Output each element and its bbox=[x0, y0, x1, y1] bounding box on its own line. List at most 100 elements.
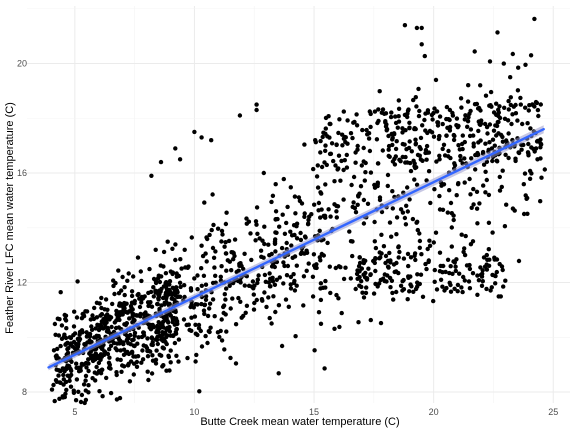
data-point bbox=[223, 297, 228, 302]
data-point bbox=[527, 168, 533, 174]
data-point bbox=[129, 349, 135, 354]
data-point bbox=[525, 121, 530, 126]
data-point bbox=[57, 396, 62, 401]
data-point bbox=[171, 333, 176, 339]
data-point bbox=[161, 249, 167, 255]
data-point bbox=[302, 214, 307, 219]
data-point bbox=[431, 110, 436, 116]
data-point bbox=[146, 303, 151, 309]
data-point bbox=[452, 286, 457, 291]
data-point bbox=[427, 238, 432, 243]
data-point bbox=[467, 262, 472, 268]
data-point bbox=[145, 354, 151, 359]
data-point bbox=[122, 292, 127, 298]
data-point bbox=[476, 128, 481, 134]
data-point bbox=[323, 182, 328, 187]
data-point bbox=[81, 382, 87, 387]
data-point bbox=[474, 206, 480, 211]
data-point bbox=[359, 284, 364, 290]
data-point bbox=[134, 364, 140, 369]
data-point bbox=[272, 239, 278, 244]
data-point bbox=[194, 352, 199, 358]
data-point bbox=[262, 224, 267, 229]
data-point bbox=[103, 297, 109, 302]
data-point bbox=[494, 158, 499, 163]
data-point bbox=[78, 399, 84, 405]
data-point bbox=[486, 247, 491, 252]
data-point bbox=[268, 284, 273, 289]
data-point bbox=[458, 153, 463, 159]
data-point bbox=[56, 373, 61, 378]
data-point bbox=[484, 262, 489, 267]
data-point bbox=[496, 113, 501, 119]
data-point bbox=[343, 139, 348, 145]
data-point bbox=[426, 169, 432, 174]
data-point bbox=[318, 286, 323, 291]
data-point bbox=[382, 272, 387, 277]
data-point bbox=[108, 390, 114, 396]
data-point bbox=[254, 222, 259, 227]
data-point bbox=[267, 271, 272, 276]
x-axis-title: Butte Creek mean water temperature (C) bbox=[200, 416, 399, 428]
data-point bbox=[251, 292, 256, 297]
data-point bbox=[412, 177, 417, 182]
data-point bbox=[538, 199, 543, 204]
data-point bbox=[151, 285, 156, 290]
data-point bbox=[361, 295, 367, 300]
data-point bbox=[90, 353, 96, 358]
data-point bbox=[451, 259, 456, 264]
data-point bbox=[207, 232, 212, 238]
data-point bbox=[75, 279, 80, 284]
data-point bbox=[90, 376, 95, 381]
data-point bbox=[318, 138, 323, 144]
data-point bbox=[92, 357, 97, 362]
data-point bbox=[141, 330, 146, 335]
data-point bbox=[403, 222, 409, 227]
data-point bbox=[122, 285, 127, 290]
data-point bbox=[366, 131, 372, 136]
data-point bbox=[487, 140, 492, 145]
data-point bbox=[526, 151, 531, 156]
data-point bbox=[418, 272, 424, 277]
data-point bbox=[440, 146, 445, 152]
data-point bbox=[411, 97, 416, 103]
data-point bbox=[477, 201, 482, 206]
data-point bbox=[455, 282, 461, 288]
data-point bbox=[462, 156, 467, 161]
data-point bbox=[99, 305, 104, 311]
data-point bbox=[402, 215, 408, 221]
data-point bbox=[372, 109, 378, 114]
data-point bbox=[126, 271, 131, 276]
data-point bbox=[449, 225, 454, 230]
data-point bbox=[509, 121, 514, 127]
data-point bbox=[233, 322, 239, 327]
data-point bbox=[396, 245, 401, 250]
data-point bbox=[372, 219, 377, 225]
data-point bbox=[536, 139, 541, 144]
x-tick-label: 20 bbox=[429, 407, 439, 417]
data-point bbox=[118, 348, 123, 353]
data-point bbox=[129, 289, 135, 294]
data-point bbox=[331, 158, 336, 164]
data-point bbox=[405, 114, 410, 120]
data-point bbox=[528, 53, 534, 58]
data-point bbox=[304, 248, 309, 253]
data-point bbox=[480, 279, 485, 284]
data-point bbox=[138, 269, 143, 274]
data-point bbox=[501, 61, 506, 66]
data-point bbox=[205, 340, 210, 346]
data-point bbox=[314, 265, 319, 271]
data-point bbox=[174, 271, 179, 276]
data-point bbox=[389, 110, 394, 115]
data-point bbox=[469, 156, 474, 161]
data-point bbox=[323, 126, 328, 131]
data-point bbox=[444, 104, 450, 110]
data-point bbox=[377, 281, 382, 286]
data-point bbox=[250, 279, 256, 284]
data-point bbox=[400, 126, 405, 131]
data-point bbox=[351, 200, 356, 205]
data-point bbox=[398, 207, 404, 212]
data-point bbox=[400, 210, 406, 215]
data-point bbox=[485, 257, 490, 262]
y-tick-label: 20 bbox=[17, 58, 27, 68]
